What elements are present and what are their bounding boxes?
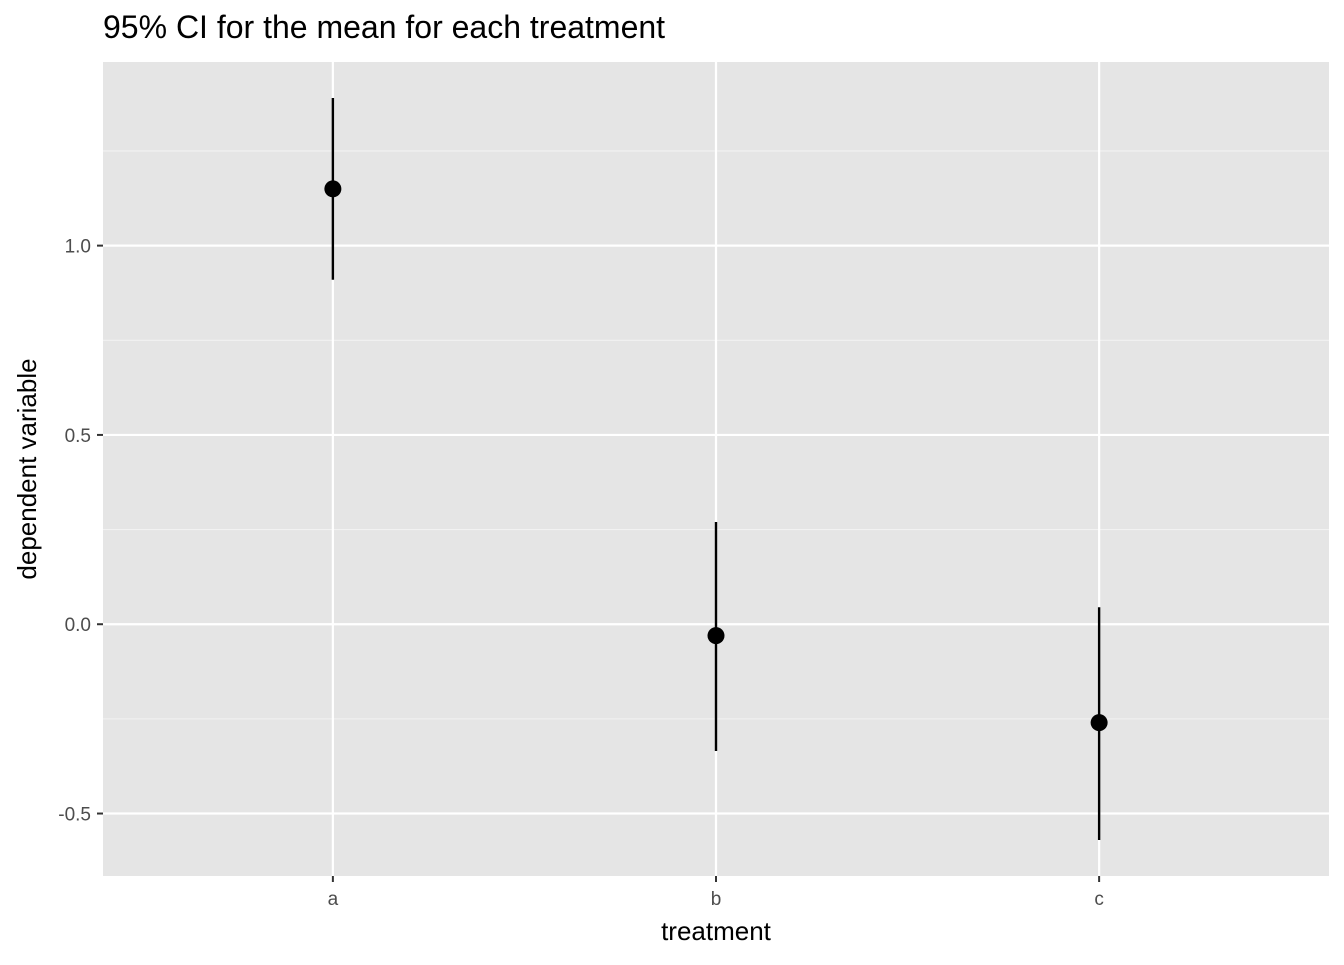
y-tick-label: 0.5 — [65, 426, 91, 447]
x-axis-title: treatment — [661, 916, 772, 946]
x-tick-label: c — [1094, 889, 1104, 910]
x-tick-label: a — [328, 889, 339, 910]
chart-title: 95% CI for the mean for each treatment — [103, 9, 665, 45]
y-axis-title: dependent variable — [12, 358, 42, 579]
axes: -0.5 0.0 0.5 1.0 a b c — [58, 237, 1104, 910]
y-tick-label: 1.0 — [65, 237, 91, 258]
data-point-a — [324, 180, 342, 198]
data-point-c — [1090, 714, 1108, 732]
y-tick-label: 0.0 — [65, 615, 91, 636]
y-tick-label: -0.5 — [58, 805, 91, 826]
data-point-b — [707, 627, 725, 645]
x-tick-label: b — [711, 889, 722, 910]
data-marks — [324, 97, 1108, 841]
